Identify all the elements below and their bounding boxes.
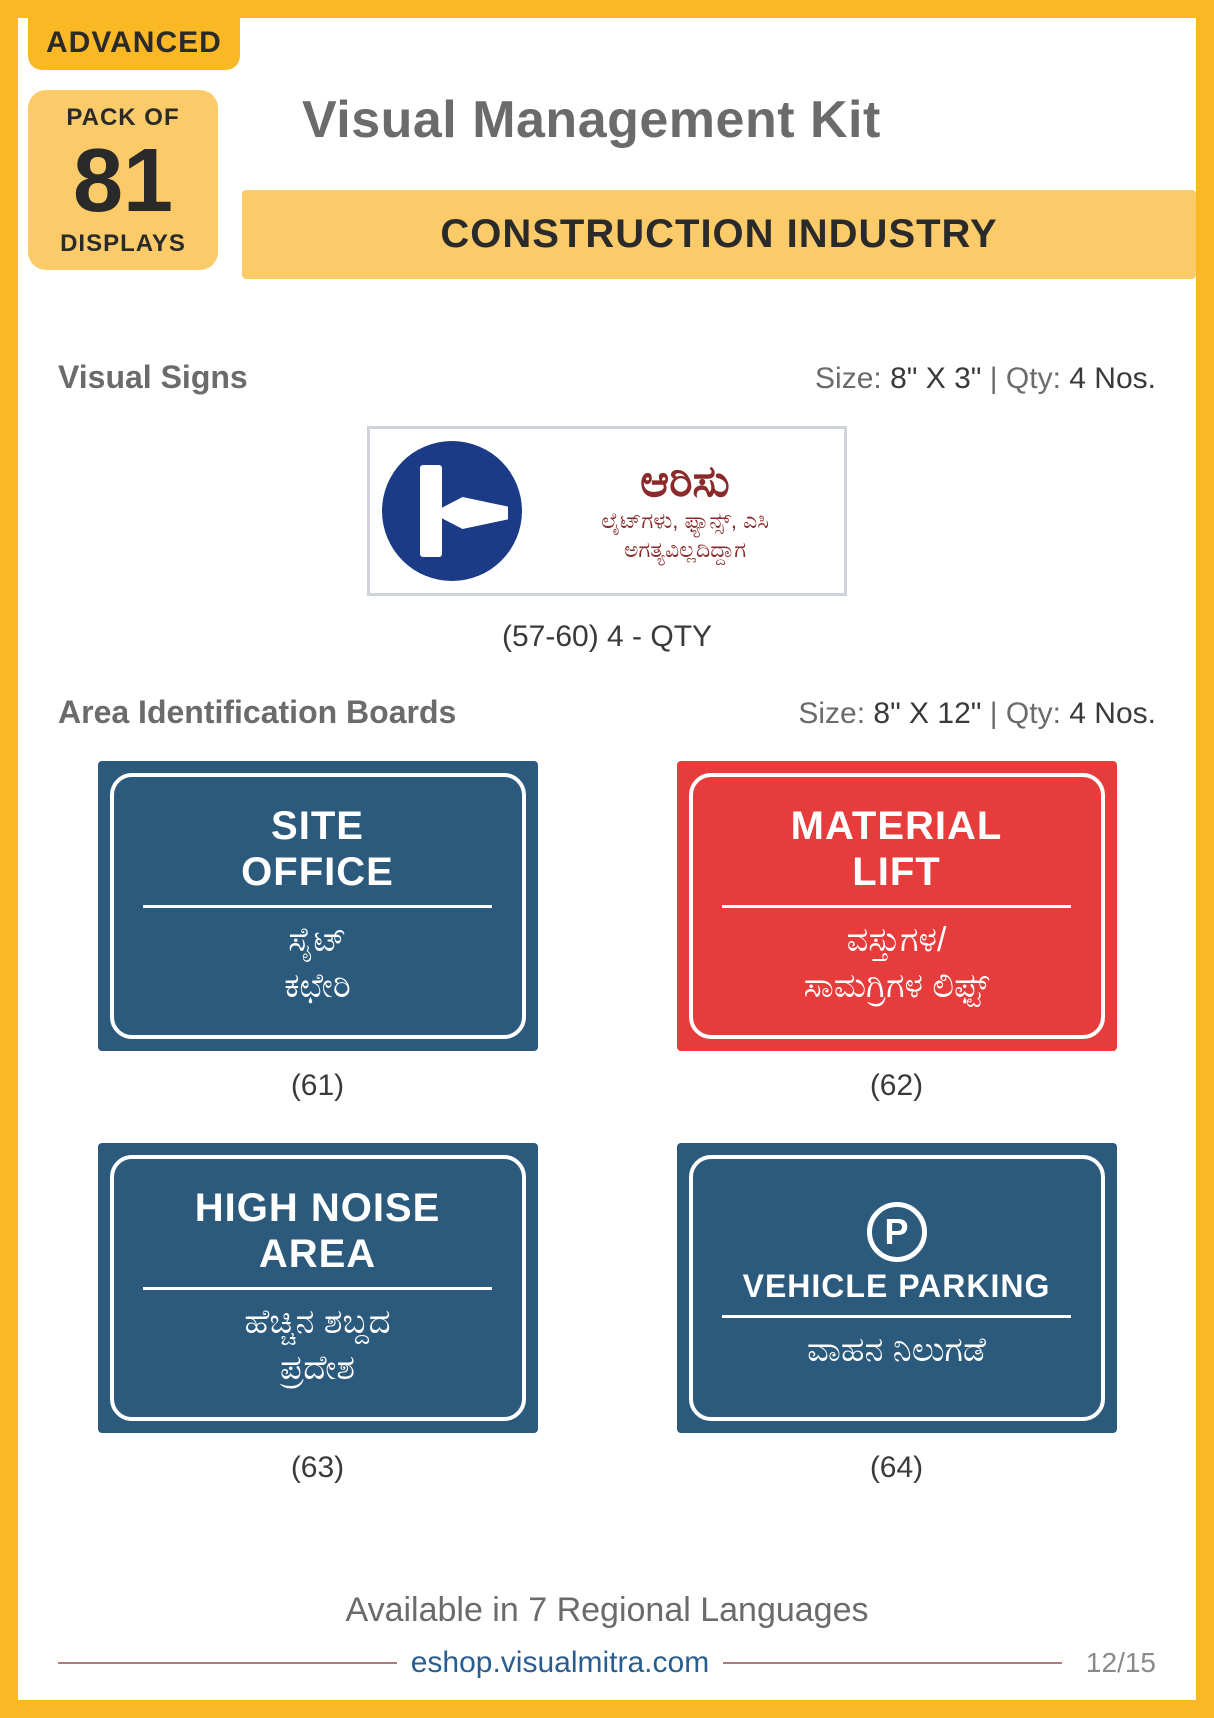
area-board: P VEHICLE PARKING ವಾಹನ ನಿಲುಗಡೆ bbox=[677, 1143, 1117, 1433]
size-label-2: Size: bbox=[798, 697, 865, 730]
header-row: ADVANCED bbox=[18, 18, 1196, 70]
board-local-text: ಹೆಚ್ಚಿನ ಶಬ್ದದಪ್ರದೇಶ bbox=[244, 1300, 390, 1392]
board-local-text: ವಾಹನ ನಿಲುಗಡೆ bbox=[807, 1328, 986, 1374]
page-title: Visual Management Kit bbox=[302, 90, 1196, 150]
section2-meta: Size: 8" X 12" | Qty: 4 Nos. bbox=[798, 697, 1156, 731]
size-value-2: 8" X 12" bbox=[873, 697, 981, 730]
advanced-badge: ADVANCED bbox=[28, 18, 240, 70]
board-inner: SITEOFFICE ಸೈಟ್ಕಛೇರಿ bbox=[110, 773, 526, 1039]
switch-line2: ಲೈಟ್‌ಗಳು, ಫ್ಯಾನ್ಸ್, ಎಸಿ bbox=[538, 507, 832, 536]
shop-url: eshop.visualmitra.com bbox=[411, 1646, 709, 1680]
board-english-text: SITEOFFICE bbox=[241, 803, 394, 895]
board-wrap: P VEHICLE PARKING ವಾಹನ ನಿಲುಗಡೆ (64) bbox=[637, 1143, 1156, 1485]
board-divider bbox=[143, 1287, 493, 1290]
qty-label: Qty: bbox=[1006, 362, 1061, 395]
board-wrap: SITEOFFICE ಸೈಟ್ಕಛೇರಿ (61) bbox=[58, 761, 577, 1103]
board-local-text: ಸೈಟ್ಕಛೇರಿ bbox=[284, 918, 351, 1010]
board-inner: HIGH NOISEAREA ಹೆಚ್ಚಿನ ಶಬ್ದದಪ್ರದೇಶ bbox=[110, 1155, 526, 1421]
size-label: Size: bbox=[815, 362, 882, 395]
section1-header: Visual Signs Size: 8" X 3" | Qty: 4 Nos. bbox=[58, 359, 1156, 396]
available-text: Available in 7 Regional Languages bbox=[58, 1591, 1156, 1630]
hr-right bbox=[723, 1662, 1062, 1664]
url-row: eshop.visualmitra.com 12/15 bbox=[58, 1646, 1156, 1680]
qty-value: 4 Nos. bbox=[1069, 362, 1156, 395]
switch-line3: ಅಗತ್ಯವಿಲ್ಲದಿದ್ದಾಗ bbox=[538, 536, 832, 565]
page-footer: Available in 7 Regional Languages eshop.… bbox=[58, 1591, 1156, 1680]
pack-count: 81 bbox=[38, 136, 208, 226]
board-divider bbox=[722, 1315, 1072, 1318]
section1-title: Visual Signs bbox=[58, 359, 248, 396]
header-flex: PACK OF 81 DISPLAYS Visual Management Ki… bbox=[18, 70, 1196, 279]
section1-caption: (57-60) 4 - QTY bbox=[58, 620, 1156, 654]
industry-banner: CONSTRUCTION INDUSTRY bbox=[242, 190, 1196, 279]
board-number: (64) bbox=[870, 1451, 923, 1485]
board-english-text: VEHICLE PARKING bbox=[743, 1268, 1051, 1305]
parking-icon: P bbox=[867, 1202, 927, 1262]
page-frame: ADVANCED PACK OF 81 DISPLAYS Visual Mana… bbox=[0, 0, 1214, 1718]
area-board: SITEOFFICE ಸೈಟ್ಕಛೇರಿ bbox=[98, 761, 538, 1051]
qty-label-2: Qty: bbox=[1006, 697, 1061, 730]
displays-label: DISPLAYS bbox=[38, 230, 208, 258]
board-number: (63) bbox=[291, 1451, 344, 1485]
board-divider bbox=[143, 905, 493, 908]
switch-icon bbox=[382, 441, 522, 581]
pack-of-label: PACK OF bbox=[38, 104, 208, 132]
section1-meta: Size: 8" X 3" | Qty: 4 Nos. bbox=[815, 362, 1156, 396]
board-inner: P VEHICLE PARKING ವಾಹನ ನಿಲುಗಡೆ bbox=[689, 1155, 1105, 1421]
board-grid: SITEOFFICE ಸೈಟ್ಕಛೇರಿ (61) MATERIALLIFT ವಸ್ತು… bbox=[58, 761, 1156, 1485]
board-english-text: HIGH NOISEAREA bbox=[195, 1185, 441, 1277]
board-number: (61) bbox=[291, 1069, 344, 1103]
section2-header: Area Identification Boards Size: 8" X 12… bbox=[58, 694, 1156, 731]
board-number: (62) bbox=[870, 1069, 923, 1103]
switch-off-sign: ಆರಿಸು ಲೈಟ್‌ಗಳು, ಫ್ಯಾನ್ಸ್, ಎಸಿ ಅಗತ್ಯವಿಲ್ಲ… bbox=[367, 426, 847, 596]
board-local-text: ವಸ್ತುಗಳ/ಸಾಮಗ್ರಿಗಳ ಲಿಫ್ಟ್ bbox=[804, 918, 990, 1010]
board-divider bbox=[722, 905, 1072, 908]
pack-block: PACK OF 81 DISPLAYS bbox=[28, 90, 218, 270]
switch-text: ಆರಿಸು ಲೈಟ್‌ಗಳು, ಫ್ಯಾನ್ಸ್, ಎಸಿ ಅಗತ್ಯವಿಲ್ಲ… bbox=[538, 457, 832, 564]
board-wrap: MATERIALLIFT ವಸ್ತುಗಳ/ಸಾಮಗ್ರಿಗಳ ಲಿಫ್ಟ್ (62) bbox=[637, 761, 1156, 1103]
board-inner: MATERIALLIFT ವಸ್ತುಗಳ/ಸಾಮಗ್ರಿಗಳ ಲಿಫ್ಟ್ bbox=[689, 773, 1105, 1039]
section2-title: Area Identification Boards bbox=[58, 694, 456, 731]
switch-line1: ಆರಿಸು bbox=[538, 457, 832, 507]
qty-value-2: 4 Nos. bbox=[1069, 697, 1156, 730]
content-area: Visual Signs Size: 8" X 3" | Qty: 4 Nos.… bbox=[18, 279, 1196, 1485]
board-wrap: HIGH NOISEAREA ಹೆಚ್ಚಿನ ಶಬ್ದದಪ್ರದೇಶ (63) bbox=[58, 1143, 577, 1485]
area-board: MATERIALLIFT ವಸ್ತುಗಳ/ಸಾಮಗ್ರಿಗಳ ಲಿಫ್ಟ್ bbox=[677, 761, 1117, 1051]
area-board: HIGH NOISEAREA ಹೆಚ್ಚಿನ ಶಬ್ದದಪ್ರದೇಶ bbox=[98, 1143, 538, 1433]
hr-left bbox=[58, 1662, 397, 1664]
page-number: 12/15 bbox=[1076, 1647, 1156, 1679]
board-english-text: MATERIALLIFT bbox=[791, 803, 1003, 895]
size-value: 8" X 3" bbox=[890, 362, 981, 395]
